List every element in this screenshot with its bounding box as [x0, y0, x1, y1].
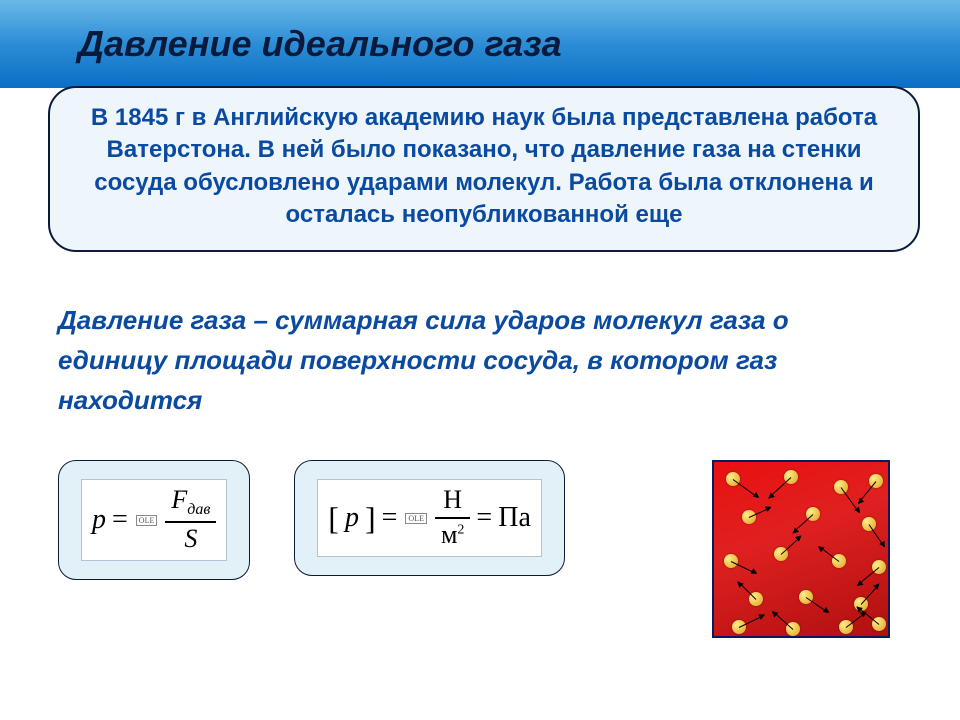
velocity-arrow [781, 537, 802, 556]
formula2-inner: [ p ] = OLE Н м2 = Па [317, 479, 542, 556]
formula2-den-main: м [441, 520, 457, 549]
left-bracket: [ [328, 500, 339, 537]
slide-header: Давление идеального газа [0, 0, 960, 88]
formula1-denominator: S [178, 525, 203, 554]
fraction-bar [435, 517, 470, 519]
formula2-eq2: = [476, 502, 492, 534]
velocity-arrow [738, 582, 757, 601]
bottom-row: p = OLE Fдав S [ p ] = OLE Н м2 [0, 460, 960, 638]
formula-pressure-units: [ p ] = OLE Н м2 = Па [294, 460, 565, 575]
ole-icon: OLE [136, 515, 158, 526]
ole-icon: OLE [405, 513, 427, 524]
velocity-arrow [733, 480, 759, 499]
definition-text: Давление газа – суммарная сила ударов мо… [58, 300, 902, 421]
velocity-arrow [869, 525, 885, 548]
velocity-arrow [731, 562, 756, 575]
formula1-num-main: F [171, 485, 187, 514]
formula2-lhs: p [345, 502, 359, 534]
velocity-arrow [793, 515, 814, 534]
velocity-arrow [858, 482, 877, 505]
formula1-numerator: Fдав [165, 486, 216, 519]
formula2-den-sup: 2 [457, 522, 464, 537]
formula1-fraction: Fдав S [165, 486, 216, 553]
formula1-lhs: p [92, 504, 106, 536]
slide-title: Давление идеального газа [78, 23, 562, 65]
fraction-bar [165, 521, 216, 523]
formula1-inner: p = OLE Fдав S [81, 479, 227, 560]
info-card-text: В 1845 г в Английскую академию наук была… [78, 102, 890, 232]
velocity-arrow [773, 612, 794, 631]
formula2-numerator: Н [437, 486, 468, 515]
velocity-arrow [769, 478, 792, 499]
formula2-fraction: Н м2 [435, 486, 470, 549]
velocity-arrow [806, 598, 829, 614]
formula1-num-sub: дав [187, 502, 210, 519]
formula2-eq: = [382, 502, 398, 534]
formula-pressure-definition: p = OLE Fдав S [58, 460, 250, 579]
right-bracket: ] [365, 500, 376, 537]
info-card: В 1845 г в Английскую академию наук была… [48, 86, 920, 252]
formula1-eq: = [112, 504, 128, 536]
formula2-rhs: Па [498, 502, 531, 534]
velocity-arrow [861, 585, 880, 606]
gas-particles-diagram [712, 460, 890, 638]
formula2-denominator: м2 [435, 521, 470, 550]
